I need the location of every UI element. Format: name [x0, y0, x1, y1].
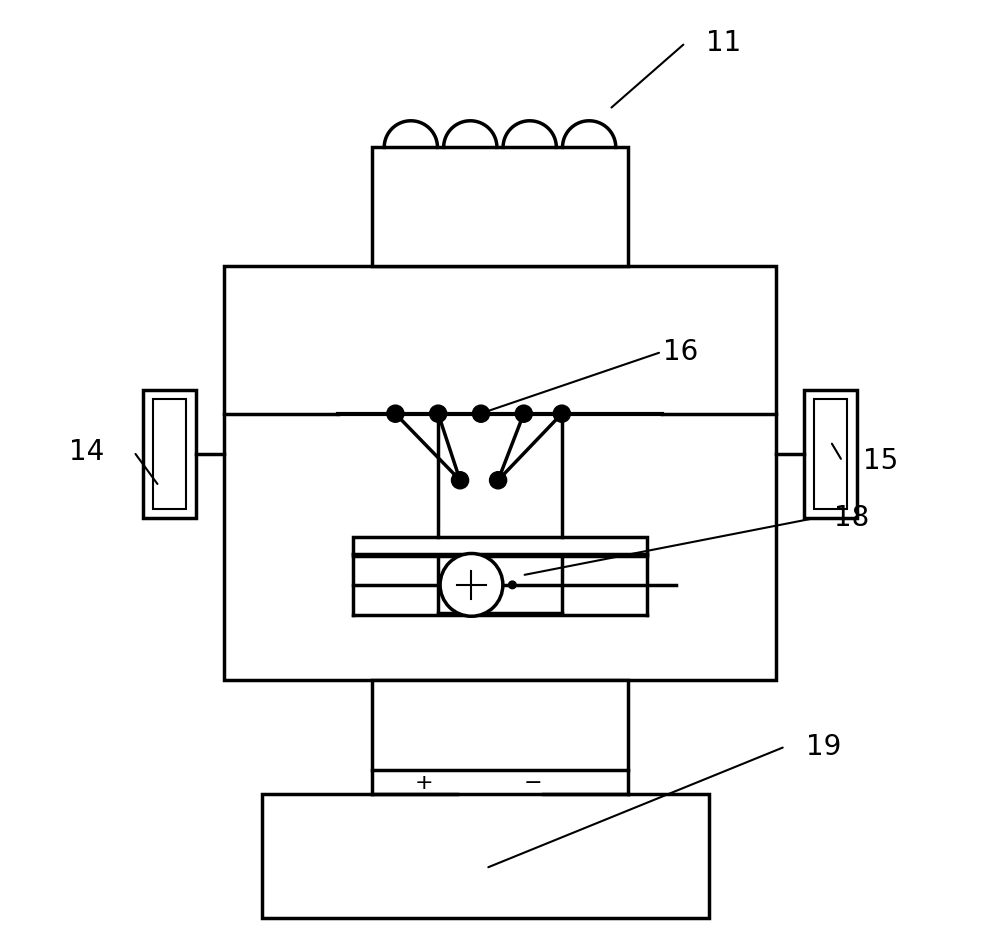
Circle shape — [509, 581, 516, 589]
Text: 15: 15 — [863, 447, 898, 476]
Circle shape — [472, 405, 490, 422]
Text: 14: 14 — [69, 437, 104, 466]
Bar — [143, 390, 196, 518]
Text: 19: 19 — [806, 732, 841, 761]
Bar — [262, 794, 709, 918]
Bar — [153, 399, 186, 509]
Text: 16: 16 — [663, 338, 698, 366]
Bar — [353, 537, 647, 556]
Bar — [372, 680, 628, 770]
Circle shape — [440, 553, 503, 616]
Circle shape — [490, 472, 507, 489]
Circle shape — [515, 405, 532, 422]
Text: −: − — [524, 772, 543, 793]
Bar — [814, 399, 847, 509]
Circle shape — [387, 405, 404, 422]
Circle shape — [430, 405, 447, 422]
Circle shape — [553, 405, 570, 422]
Bar — [372, 147, 628, 266]
Text: 11: 11 — [706, 29, 741, 57]
Text: +: + — [415, 772, 433, 793]
Circle shape — [451, 472, 469, 489]
Bar — [224, 266, 776, 680]
Bar — [804, 390, 857, 518]
Text: 18: 18 — [834, 504, 869, 533]
